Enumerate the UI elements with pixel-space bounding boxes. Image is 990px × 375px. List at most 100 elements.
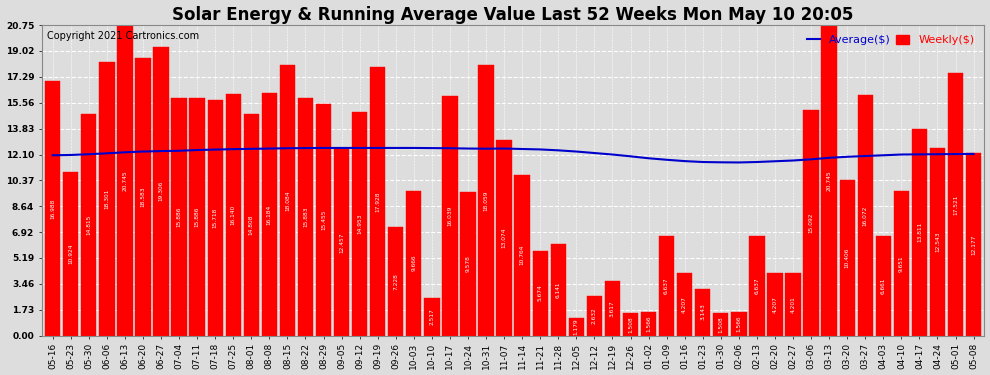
Bar bbox=[370, 68, 385, 336]
Text: 4.201: 4.201 bbox=[791, 296, 796, 312]
Text: 15.883: 15.883 bbox=[303, 207, 308, 227]
Bar bbox=[840, 180, 855, 336]
Bar bbox=[136, 57, 150, 336]
Text: 15.886: 15.886 bbox=[176, 207, 181, 227]
Text: 4.207: 4.207 bbox=[772, 296, 777, 312]
Bar bbox=[767, 273, 783, 336]
Text: 16.140: 16.140 bbox=[231, 205, 236, 225]
Bar bbox=[947, 74, 963, 336]
Bar bbox=[189, 98, 205, 336]
Text: 5.674: 5.674 bbox=[538, 285, 543, 302]
Text: Copyright 2021 Cartronics.com: Copyright 2021 Cartronics.com bbox=[47, 32, 199, 41]
Text: 6.637: 6.637 bbox=[664, 278, 669, 294]
Text: 16.072: 16.072 bbox=[862, 205, 868, 225]
Text: 10.924: 10.924 bbox=[68, 244, 73, 264]
Text: 20.745: 20.745 bbox=[123, 170, 128, 190]
Text: 2.517: 2.517 bbox=[430, 308, 435, 325]
Bar bbox=[930, 148, 945, 336]
Bar bbox=[424, 298, 440, 336]
Bar bbox=[460, 192, 475, 336]
Bar bbox=[695, 288, 711, 336]
Text: 13.811: 13.811 bbox=[917, 222, 922, 242]
Text: 14.953: 14.953 bbox=[357, 213, 362, 234]
Text: 14.808: 14.808 bbox=[248, 214, 253, 235]
Text: 17.928: 17.928 bbox=[375, 191, 380, 212]
Bar bbox=[208, 100, 223, 336]
Bar bbox=[443, 96, 457, 336]
Bar bbox=[533, 251, 547, 336]
Text: 19.306: 19.306 bbox=[158, 181, 163, 201]
Text: 9.578: 9.578 bbox=[465, 255, 470, 272]
Bar bbox=[912, 129, 927, 336]
Text: 1.566: 1.566 bbox=[737, 316, 742, 332]
Text: 16.184: 16.184 bbox=[267, 204, 272, 225]
Bar bbox=[117, 25, 133, 336]
Bar bbox=[261, 93, 277, 336]
Bar bbox=[713, 313, 729, 336]
Bar bbox=[875, 236, 891, 336]
Bar bbox=[894, 191, 909, 336]
Bar bbox=[244, 114, 259, 336]
Bar bbox=[406, 191, 422, 336]
Bar bbox=[388, 227, 404, 336]
Bar bbox=[623, 313, 639, 336]
Bar bbox=[587, 296, 602, 336]
Text: 2.632: 2.632 bbox=[592, 308, 597, 324]
Text: 16.039: 16.039 bbox=[447, 206, 452, 226]
Text: 17.521: 17.521 bbox=[953, 194, 958, 214]
Text: 9.666: 9.666 bbox=[411, 255, 417, 272]
Bar bbox=[171, 98, 187, 336]
Text: 15.092: 15.092 bbox=[809, 212, 814, 233]
Bar bbox=[99, 62, 115, 336]
Text: 14.815: 14.815 bbox=[86, 214, 91, 235]
Text: 15.455: 15.455 bbox=[321, 210, 326, 230]
Text: 10.406: 10.406 bbox=[844, 248, 849, 268]
Text: 1.508: 1.508 bbox=[628, 316, 633, 333]
Text: 18.084: 18.084 bbox=[285, 190, 290, 210]
Legend: Average($), Weekly($): Average($), Weekly($) bbox=[802, 31, 979, 50]
Bar bbox=[280, 65, 295, 336]
Bar bbox=[515, 174, 530, 336]
Text: 12.457: 12.457 bbox=[340, 232, 345, 253]
Text: 4.207: 4.207 bbox=[682, 296, 687, 312]
Bar bbox=[496, 140, 512, 336]
Bar bbox=[63, 172, 78, 336]
Bar bbox=[857, 95, 873, 336]
Text: 3.617: 3.617 bbox=[610, 300, 615, 317]
Text: 12.543: 12.543 bbox=[935, 231, 940, 252]
Bar bbox=[81, 114, 96, 336]
Text: 6.141: 6.141 bbox=[555, 281, 560, 298]
Bar bbox=[659, 236, 674, 336]
Bar bbox=[45, 81, 60, 336]
Bar bbox=[478, 65, 494, 336]
Bar bbox=[568, 318, 584, 336]
Text: 1.508: 1.508 bbox=[719, 316, 724, 333]
Title: Solar Energy & Running Average Value Last 52 Weeks Mon May 10 20:05: Solar Energy & Running Average Value Las… bbox=[172, 6, 853, 24]
Text: 7.228: 7.228 bbox=[393, 273, 398, 290]
Bar bbox=[550, 244, 566, 336]
Bar bbox=[352, 112, 367, 336]
Text: 6.661: 6.661 bbox=[881, 278, 886, 294]
Text: 9.651: 9.651 bbox=[899, 255, 904, 272]
Bar bbox=[677, 273, 692, 336]
Text: 18.583: 18.583 bbox=[141, 186, 146, 207]
Text: 1.566: 1.566 bbox=[646, 316, 651, 332]
Bar bbox=[732, 312, 746, 336]
Text: 12.177: 12.177 bbox=[971, 234, 976, 255]
Bar bbox=[334, 149, 349, 336]
Text: 1.179: 1.179 bbox=[574, 318, 579, 335]
Bar bbox=[316, 104, 332, 336]
Text: 20.745: 20.745 bbox=[827, 170, 832, 190]
Text: 15.718: 15.718 bbox=[213, 208, 218, 228]
Text: 13.074: 13.074 bbox=[502, 228, 507, 248]
Bar bbox=[966, 153, 981, 336]
Bar bbox=[822, 25, 837, 336]
Bar bbox=[153, 47, 168, 336]
Bar bbox=[785, 273, 801, 336]
Bar bbox=[641, 312, 656, 336]
Text: 18.301: 18.301 bbox=[104, 189, 109, 209]
Bar bbox=[749, 236, 764, 336]
Text: 6.637: 6.637 bbox=[754, 278, 759, 294]
Text: 15.886: 15.886 bbox=[195, 207, 200, 227]
Bar bbox=[605, 282, 620, 336]
